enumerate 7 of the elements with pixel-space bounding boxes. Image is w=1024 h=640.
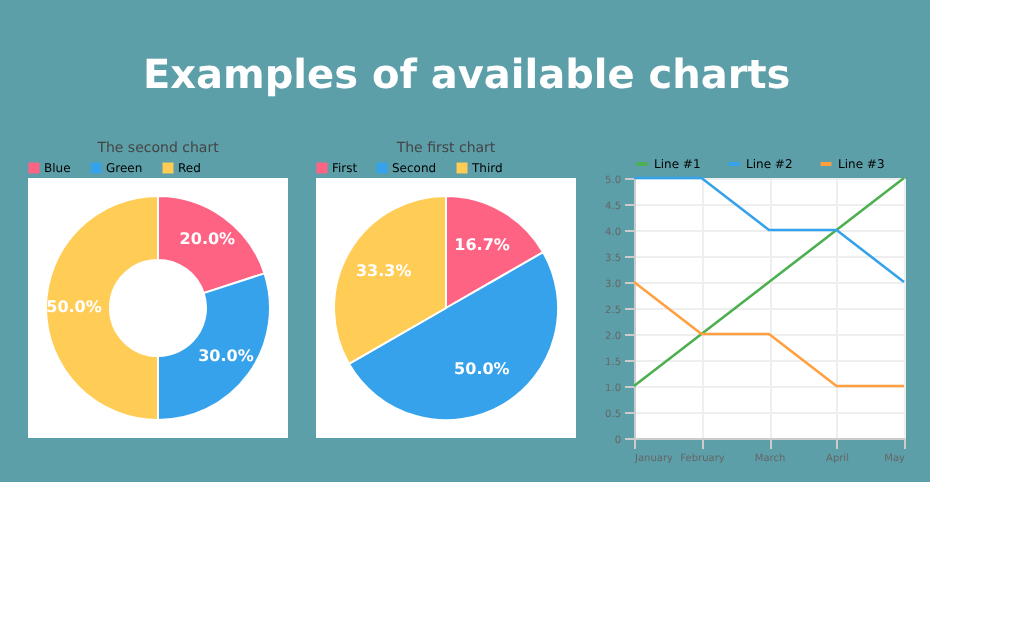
data-label: 50.0%: [46, 298, 102, 316]
data-label: 16.7%: [454, 235, 510, 254]
data-label: 30.0%: [198, 347, 254, 366]
data-label: 20.0%: [179, 230, 236, 249]
data-label: 33.3%: [355, 261, 412, 280]
text: Examples of available charts: [142, 50, 791, 98]
data-label: 50.0%: [454, 360, 510, 379]
